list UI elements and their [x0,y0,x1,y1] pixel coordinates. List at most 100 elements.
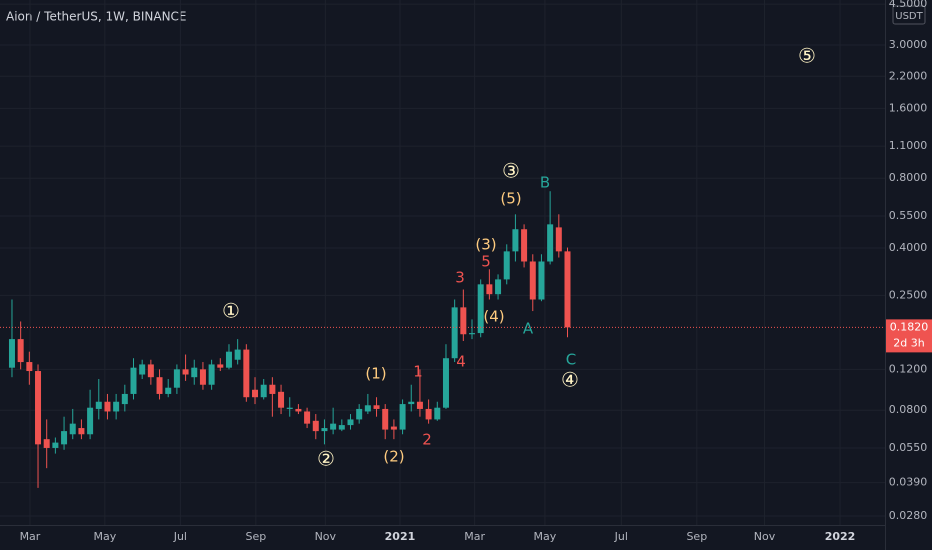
candle-body [199,369,206,385]
candle-body [252,389,259,398]
wave-label: ⑤ [798,44,816,68]
unit-label: USDT [895,11,923,22]
candle-body [217,364,224,368]
y-tick-label: 0.8000 [889,171,928,184]
candle-body [304,411,311,424]
candle-body [416,401,423,409]
candle-body [434,407,441,420]
candle-body [113,401,120,412]
candle-body [521,229,528,262]
y-tick-label: 4.5000 [889,0,928,10]
candle-body [225,351,232,368]
x-tick-label: Jul [614,530,628,543]
candle-body [61,431,68,445]
candle-body [95,401,102,409]
x-tick-label: Sep [246,530,267,543]
chart-title: Aion / TetherUS, 1W, BINANCE [6,10,187,24]
candle-body [286,407,293,409]
y-tick-label: 0.2500 [889,288,928,301]
candle-body [121,393,128,405]
candle-body [321,428,328,432]
candle-body [260,384,267,398]
wave-label: 4 [456,353,466,371]
y-tick-label: 0.5500 [889,209,928,222]
candle-body [26,362,33,372]
x-tick-label: Nov [754,530,776,543]
candle-body [477,284,484,334]
x-tick-label: Mar [464,530,485,543]
candle-body [165,387,172,394]
x-tick-label: Sep [686,530,707,543]
candle-body [399,404,406,430]
candle-body [139,364,146,375]
candle-body [69,423,76,435]
last-price-box [886,319,932,353]
x-tick-label: 2021 [385,530,416,543]
x-tick-label: 2022 [825,530,856,543]
candle-body [512,229,519,252]
candle-body [52,442,59,448]
y-tick-label: 0.0280 [889,509,928,522]
candle-body [312,420,319,432]
candle-body [338,425,345,430]
candle-body [555,227,562,252]
y-tick-label: 0.0800 [889,403,928,416]
candle-body [347,419,354,426]
candle-body [373,405,380,409]
countdown-label: 2d 3h [893,336,924,349]
candle-body [130,367,137,394]
candle-body [495,279,502,295]
y-tick-label: 2.2000 [889,69,928,82]
grid [0,0,885,525]
wave-label: 3 [455,269,465,287]
wave-label: (4) [483,308,504,326]
x-tick-label: Nov [315,530,337,543]
candle-body [364,405,371,412]
wave-label: (5) [500,190,521,208]
candle-body [529,261,536,300]
wave-label: (3) [475,236,496,254]
candle-body [269,384,276,394]
candle-body [43,439,50,448]
candle-body [147,364,154,378]
candle-body [408,401,415,405]
candle-body [182,369,189,375]
candle-body [156,377,163,394]
y-tick-label: 0.1200 [889,362,928,375]
y-tick-label: 0.4000 [889,241,928,254]
candle-body [234,349,241,360]
candle-body [538,261,545,300]
candle-body [469,333,476,335]
wave-label: ③ [502,159,520,183]
wave-label: (1) [365,365,386,383]
candle-body [564,251,571,328]
candle-body [503,251,510,280]
last-price-label: 0.1820 [890,320,929,333]
candle-body [460,307,467,335]
candle-body [78,428,85,435]
y-tick-label: 0.0390 [889,476,928,489]
candle-body [243,349,250,398]
candle-body [278,391,285,408]
candle-body [87,407,94,435]
y-tick-label: 1.6000 [889,101,928,114]
candle-body [330,423,337,430]
candle-body [35,371,42,445]
candle-body [442,358,449,408]
wave-label: A [523,320,534,338]
wave-label: 1 [413,363,423,381]
wave-label: ② [317,447,335,471]
wave-label: ④ [561,368,579,392]
x-tick-label: May [534,530,557,543]
x-tick-label: May [93,530,116,543]
y-tick-label: 0.0550 [889,441,928,454]
wave-label: 5 [481,253,491,271]
candle-body [191,367,198,378]
x-tick-label: Jul [173,530,187,543]
y-tick-label: 1.1000 [889,139,928,152]
candle-body [425,408,432,420]
candle-body [208,364,215,385]
candle-body [382,408,389,430]
